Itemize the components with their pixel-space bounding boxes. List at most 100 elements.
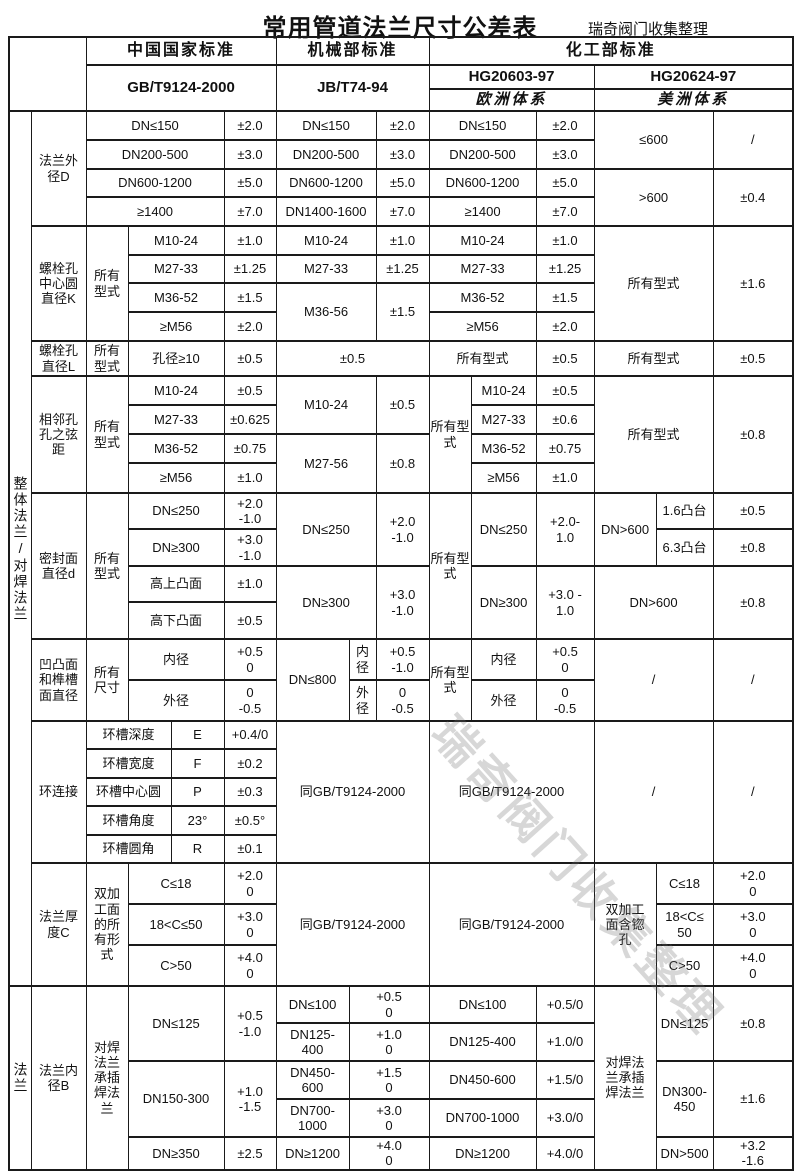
table-cell: ±0.75 [535,433,595,464]
table-cell: ±3.0 [535,139,595,170]
table-cell: 环槽宽度 [85,748,172,779]
table-cell: 外 径 [348,679,377,722]
table-cell: 所有 型式 [85,340,129,377]
table-cell: ≥1400 [428,196,537,227]
table-cell: +0.5 -1.0 [375,638,430,681]
table-cell: ±0.8 [712,565,794,640]
row-group-integral-weld-flange: 整体法兰/对焊法兰 [8,110,32,987]
table-row: 环槽中心圆 P ±0.3 [9,777,793,807]
table-cell: 环槽圆角 [85,834,172,864]
table-cell: ≤600 [593,110,714,170]
table-cell: ±5.0 [375,168,430,198]
table-cell: DN125-400 [428,1022,537,1062]
table-cell: +1.0 -1.5 [223,1060,277,1138]
table-cell: 1.6凸台 [655,492,714,530]
row-label-bolt-circle-diameter-K: 螺栓孔 中心圆 直径K [30,225,87,342]
table-cell: 双加工 面含锪 孔 [593,862,657,987]
table-cell: ±7.0 [223,196,277,227]
table-cell: ≥M56 [127,311,225,342]
table-cell: ±0.4 [712,168,794,227]
table-cell: +3.0 - 1.0 [535,565,595,640]
table-cell: 高下凸面 [127,601,225,640]
table-cell: 6.3凸台 [655,528,714,567]
table-cell: ±0.75 [223,433,277,464]
table-cell: DN≥1200 [275,1136,350,1171]
table-cell: M10-24 [275,225,377,256]
table-cell: 所有 型式 [85,225,129,342]
table-cell: R [170,834,225,864]
table-cell: ±0.625 [223,404,277,435]
table-cell: ±0.8 [712,528,794,567]
table-cell: +2.0 0 [712,862,794,905]
table-cell: +1.0/0 [535,1022,595,1062]
table-cell: 同GB/T9124-2000 [428,720,595,864]
table-cell: DN≤125 [127,985,225,1062]
table-row: GB/T9124-2000 JB/T74-94 HG20603-97 HG20624-… [9,64,794,112]
table-row: 环槽宽度 F ±0.2 [9,748,793,779]
table-row: ≥1400 ±7.0 DN1400-1600 ±7.0 ≥1400 ±7.0 [9,196,793,227]
table-cell: F [170,748,225,779]
table-row: DN150-300 +1.0 -1.5 DN450- 600 +1.5 0 DN450-… [9,1060,794,1138]
table-cell: +1.5/0 [535,1060,595,1100]
table-cell: 同GB/T9124-2000 [428,862,595,987]
table-row: 螺栓孔 直径L 所有 型式 孔径≥10 ±0.5 ±0.5 所有型式 ±0.5 所有型式 ±0.… [9,340,794,377]
table-cell: ±0.5 [535,340,595,377]
table-cell: +3.0 0 [712,903,794,946]
table-cell: DN200-500 [428,139,537,170]
table-cell: ±0.5 [223,340,277,377]
table-cell: 所有型式 [593,225,714,342]
table-cell: DN450- 600 [275,1060,350,1100]
table-row: DN≥350 ±2.5 DN≥1200 +4.0 0 DN≥1200 +4.0/0 DN>5… [9,1136,794,1171]
table-cell: / [712,638,794,722]
table-cell: 0 -0.5 [535,679,595,722]
table-row: 环槽圆角 R ±0.1 [9,834,793,864]
table-row: 凹凸面 和榫槽 面直径 所有 尺寸 内径 +0.5 0 DN≤800 内 径 +0.5 -1… [9,638,794,722]
table-row: DN≥300 +3.0 -1.0 6.3凸台 ±0.8 [9,528,794,567]
table-cell: DN600-1200 [85,168,225,198]
table-row: 中国国家标准 机械部标准 化工部标准 [8,36,794,112]
table-row: 整体法兰/对焊法兰 法兰外 径D DN≤150 ±2.0 DN≤150 ±2.0 DN≤15… [8,110,794,987]
row-label-ring-joint: 环连接 [30,720,87,864]
corner-cell [8,36,87,112]
table-cell: ±1.5 [535,282,595,313]
table-cell: ±0.5 [535,375,595,406]
table-cell: +0.5/0 [535,985,595,1024]
table-cell: 所有型 式 [428,375,472,494]
table-cell: ±0.6 [535,404,595,435]
table-cell: +0.5 -1.0 [223,985,277,1062]
table-cell: ±0.1 [223,834,277,864]
table-cell: ±1.0 [223,565,277,603]
table-cell: ±2.0 [223,311,277,342]
table-cell: 高上凸面 [127,565,225,603]
table-cell: / [712,110,794,170]
table-cell: / [593,720,714,864]
table-cell: DN>600 [593,565,714,640]
table-cell: M36-52 [428,282,537,313]
table-cell: M27-33 [428,254,537,284]
table-cell: +2.0 -1.0 [223,492,277,530]
table-cell: +0.5 0 [535,638,595,681]
table-cell: M27-56 [275,433,377,494]
table-cell: DN≤125 [655,985,714,1062]
table-cell: ≥1400 [85,196,225,227]
table-row: 法兰厚 度C 双加 工面 的所 有形 式 C≤18 +2.0 0 同GB/T9124-2… [9,862,794,987]
table-cell: ±1.6 [712,225,794,342]
table-cell: 所有 型式 [85,492,129,640]
table-cell: ±1.0 [223,462,277,494]
table-cell: M10-24 [127,375,225,406]
table-cell: C>50 [655,944,714,987]
table-cell: M36-52 [127,433,225,464]
table-cell: 所有型 式 [428,638,472,722]
table-row: DN125- 400 +1.0 0 DN125-400 +1.0/0 [9,1022,793,1062]
table-cell: DN≤150 [428,110,537,141]
table-cell: 所有 尺寸 [85,638,129,722]
header-china-national-standard: 中国国家标准 [85,36,277,66]
table-cell: DN200-500 [275,139,377,170]
table-cell: 23° [170,805,225,836]
table-cell: M36-56 [275,282,377,342]
table-row: M36-52 ±1.5 M36-56 ±1.5 M36-52 ±1.5 [9,282,793,342]
table-cell: +2.0- 1.0 [535,492,595,567]
table-cell: ±7.0 [535,196,595,227]
table-cell: / [712,720,794,864]
